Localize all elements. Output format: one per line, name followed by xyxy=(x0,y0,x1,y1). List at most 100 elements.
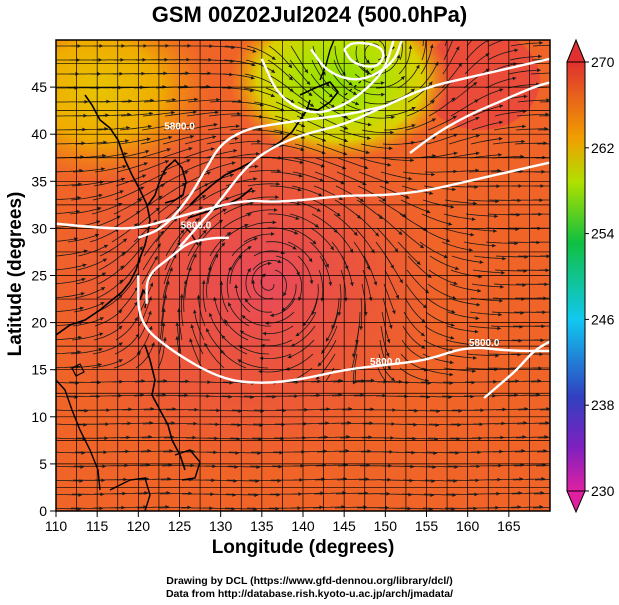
streamline-arrow xyxy=(316,208,321,212)
streamline-arrow xyxy=(421,345,426,349)
streamline-arrow xyxy=(98,193,103,198)
streamline-arrow xyxy=(180,229,185,234)
streamline-arrow xyxy=(187,505,191,510)
streamline-arrow xyxy=(359,326,363,330)
field-yellow-west xyxy=(56,40,210,180)
streamline xyxy=(140,136,173,145)
streamline-arrow xyxy=(290,99,295,103)
streamline-arrow xyxy=(359,198,364,202)
streamline xyxy=(244,221,277,229)
streamline-arrow xyxy=(304,69,308,74)
streamline xyxy=(445,493,479,495)
streamline-arrow xyxy=(405,195,410,199)
streamline-arrow xyxy=(271,69,276,73)
streamline-arrow xyxy=(194,97,198,102)
streamline-arrow xyxy=(562,198,566,202)
streamline xyxy=(530,381,550,383)
streamline-arrow xyxy=(523,94,528,99)
streamline xyxy=(89,228,120,243)
x-tick-label: 120 xyxy=(127,518,151,534)
streamline xyxy=(386,409,419,412)
streamline-arrow xyxy=(161,322,166,327)
streamline-arrow xyxy=(97,380,101,385)
streamline-arrow xyxy=(336,212,341,217)
credits-data: Data from http://database.rish.kyoto-u.a… xyxy=(165,588,454,600)
streamline xyxy=(185,123,218,131)
streamline xyxy=(97,127,130,131)
streamline-arrow xyxy=(163,294,168,299)
streamline xyxy=(539,409,550,411)
streamline-arrow xyxy=(253,177,257,181)
streamline-arrow xyxy=(148,326,153,330)
streamline xyxy=(490,325,523,328)
streamline xyxy=(426,297,456,313)
streamline xyxy=(491,464,525,467)
streamline-arrow xyxy=(118,325,123,330)
streamline-arrow xyxy=(148,124,152,129)
streamline-arrow xyxy=(386,339,391,344)
streamline-arrow xyxy=(343,138,348,143)
streamline xyxy=(485,394,519,397)
colorbar-lower-arrow xyxy=(566,490,586,514)
streamline xyxy=(464,53,490,75)
streamline-arrow xyxy=(270,93,275,98)
streamline-arrow xyxy=(123,152,128,156)
streamline xyxy=(310,73,334,98)
streamline-arrow xyxy=(288,64,293,68)
streamline xyxy=(472,105,504,117)
streamline xyxy=(508,69,541,75)
streamline xyxy=(364,43,380,64)
streamline xyxy=(428,269,458,285)
streamline-arrow xyxy=(193,253,197,258)
streamline-arrow xyxy=(373,281,378,286)
coast-mindanao xyxy=(174,449,201,481)
streamline-arrow xyxy=(501,270,505,275)
streamline-arrow xyxy=(453,133,458,138)
streamline-arrow xyxy=(426,209,431,214)
contour-line-8 xyxy=(310,40,403,81)
streamline xyxy=(297,255,313,285)
streamline xyxy=(515,436,549,439)
streamline xyxy=(381,157,414,161)
streamline xyxy=(447,152,480,159)
streamline xyxy=(208,242,226,271)
streamline xyxy=(514,142,547,145)
coast-philippines xyxy=(144,344,186,471)
streamline-arrow xyxy=(138,198,143,203)
streamline xyxy=(384,124,416,131)
streamline xyxy=(207,253,219,285)
streamline-arrow xyxy=(431,172,435,177)
contour-line-10 xyxy=(409,81,550,154)
streamline-arrow xyxy=(452,187,456,192)
streamline-arrow xyxy=(256,152,260,156)
streamline xyxy=(243,395,276,398)
streamline xyxy=(378,353,396,382)
streamline xyxy=(74,141,107,145)
streamline-arrow xyxy=(299,160,304,164)
streamline-arrow xyxy=(560,379,564,383)
streamline-arrow xyxy=(475,116,480,121)
streamline xyxy=(209,231,232,257)
streamline-arrow xyxy=(499,120,503,125)
streamline-arrow xyxy=(343,114,348,118)
streamline xyxy=(316,143,348,156)
streamline xyxy=(227,465,261,468)
streamline xyxy=(228,451,262,454)
streamline-arrow xyxy=(101,272,106,277)
streamline xyxy=(443,367,476,372)
streamline-arrow xyxy=(164,160,169,164)
streamline xyxy=(377,213,403,236)
streamline xyxy=(93,178,126,187)
streamline xyxy=(357,185,387,202)
streamline xyxy=(252,129,284,134)
streamline-arrow xyxy=(410,88,415,93)
streamline xyxy=(56,307,84,313)
streamline xyxy=(402,171,435,175)
streamline-arrow xyxy=(148,296,152,301)
streamline-arrow xyxy=(154,256,158,261)
streamline xyxy=(260,339,293,347)
streamline-arrow xyxy=(364,165,369,170)
streamline xyxy=(117,464,151,467)
streamline-arrow xyxy=(168,135,173,140)
streamline-arrow xyxy=(395,294,399,299)
